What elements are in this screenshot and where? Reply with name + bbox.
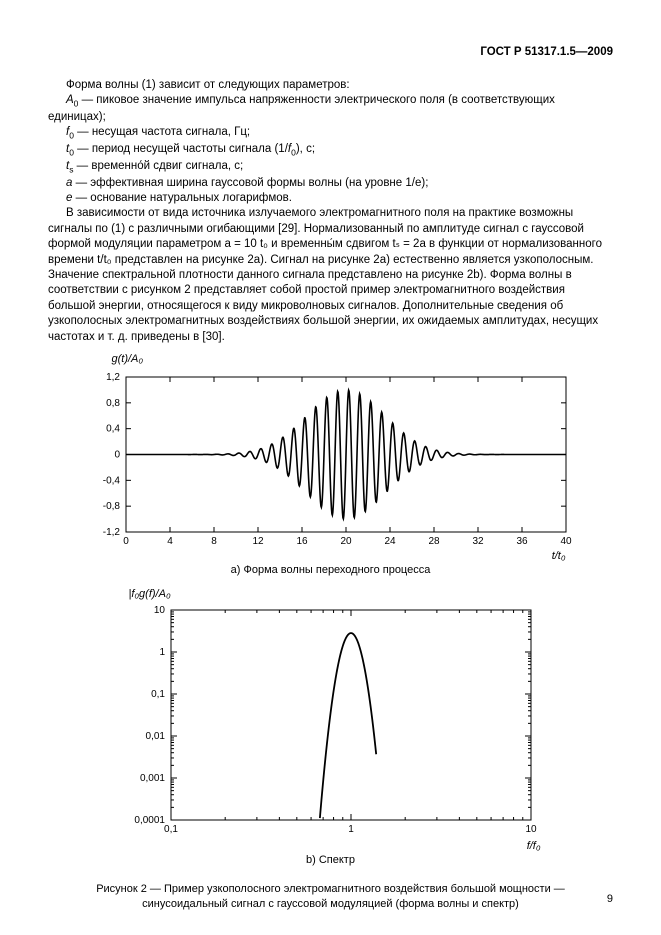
doc-header: ГОСТ Р 51317.1.5—2009 <box>48 46 613 58</box>
svg-text:0: 0 <box>114 449 120 460</box>
svg-text:0,01: 0,01 <box>145 731 165 742</box>
svg-text:0,1: 0,1 <box>164 824 178 835</box>
svg-text:0: 0 <box>123 536 129 547</box>
svg-text:-0,4: -0,4 <box>102 475 120 486</box>
intro-line: Форма волны (1) зависит от следующих пар… <box>48 78 613 93</box>
chart-b-ylabel: |f₀g(f)/A₀ <box>129 588 551 600</box>
svg-text:0,001: 0,001 <box>139 773 164 784</box>
figure-caption: Рисунок 2 — Пример узкополосного электро… <box>48 882 613 912</box>
svg-text:-1,2: -1,2 <box>102 527 120 538</box>
page-number: 9 <box>607 893 613 905</box>
svg-text:0,1: 0,1 <box>151 689 165 700</box>
svg-text:0,4: 0,4 <box>106 424 120 435</box>
svg-text:10: 10 <box>525 824 537 835</box>
svg-text:8: 8 <box>211 536 217 547</box>
svg-text:20: 20 <box>340 536 352 547</box>
chart-b-spectrum: 0,1 1 10 0,0001 0,001 0,01 0,1 1 10 <box>111 602 551 842</box>
svg-text:-0,8: -0,8 <box>102 501 120 512</box>
svg-text:24: 24 <box>384 536 396 547</box>
chart-b-caption: b) Спектр <box>111 854 551 866</box>
chart-a-waveform: 0 4 8 12 16 20 24 28 32 36 40 -1,2 -0,8 -0,4 0 0,4 0,8 1,… <box>86 367 576 552</box>
svg-text:1: 1 <box>159 647 165 658</box>
body-paragraph: В зависимости от вида источника излучаем… <box>48 206 613 345</box>
svg-text:40: 40 <box>560 536 572 547</box>
chart-a-container: g(t)/A₀ 0481216202428323640-1,2-0,8-0,40… <box>86 353 576 576</box>
svg-text:36: 36 <box>516 536 528 547</box>
svg-text:4: 4 <box>167 536 173 547</box>
svg-text:28: 28 <box>428 536 440 547</box>
chart-b-xlabel: f/f₀ <box>111 840 551 852</box>
svg-text:10: 10 <box>153 605 165 616</box>
chart-a-xlabel: t/t₀ <box>86 550 576 562</box>
svg-text:0,8: 0,8 <box>106 398 120 409</box>
svg-text:32: 32 <box>472 536 484 547</box>
svg-text:12: 12 <box>252 536 264 547</box>
chart-a-ylabel: g(t)/A₀ <box>112 353 576 365</box>
chart-a-caption: a) Форма волны переходного процесса <box>86 564 576 576</box>
parameter-definitions: A0 — пиковое значение импульса напряженн… <box>48 93 613 206</box>
svg-text:1,2: 1,2 <box>106 372 120 383</box>
svg-text:0,0001: 0,0001 <box>134 815 165 826</box>
chart-b-container: |f₀g(f)/A₀ 0,1 1 10 0,0001 0,001 0,01 0,1 1 10 f… <box>111 588 551 866</box>
svg-text:16: 16 <box>296 536 308 547</box>
svg-text:1: 1 <box>348 824 354 835</box>
